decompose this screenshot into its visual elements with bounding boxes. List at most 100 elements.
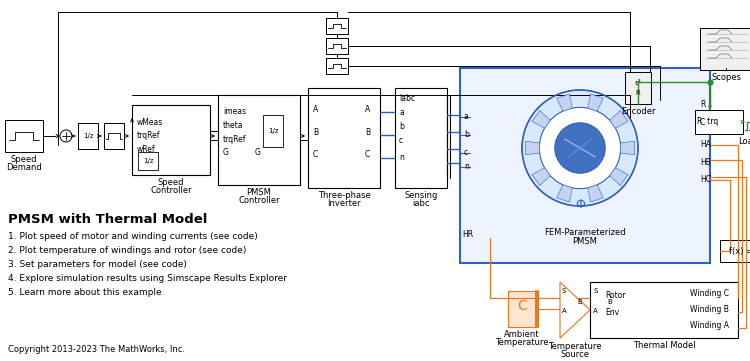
Text: trqRef: trqRef (137, 131, 160, 140)
Bar (218, 95, 300, 185)
Polygon shape (610, 168, 628, 186)
Bar (508, 291, 536, 327)
Bar (625, 72, 651, 104)
Text: Controller: Controller (238, 196, 280, 205)
Bar (308, 88, 380, 188)
Text: Φ: Φ (575, 199, 585, 212)
Bar (5, 120, 43, 152)
Text: B: B (577, 299, 582, 305)
Circle shape (539, 108, 620, 188)
Bar (460, 68, 710, 263)
Text: A: A (562, 308, 567, 314)
Text: Rotor: Rotor (605, 291, 625, 300)
Text: wRef: wRef (137, 145, 156, 154)
Text: B: B (365, 128, 370, 137)
Text: PMSM: PMSM (247, 188, 272, 197)
Text: Thermal Model: Thermal Model (633, 341, 695, 350)
Polygon shape (588, 185, 603, 202)
Text: 1/z: 1/z (82, 133, 93, 139)
Bar (132, 105, 210, 175)
Text: Controller: Controller (150, 186, 192, 195)
Text: 2. Plot temperature of windings and rotor (see code): 2. Plot temperature of windings and roto… (8, 246, 246, 255)
Text: Encoder: Encoder (621, 107, 656, 116)
Text: Temperature: Temperature (548, 342, 602, 351)
Text: 1/z: 1/z (268, 128, 278, 134)
Text: A: A (365, 105, 370, 114)
Text: R: R (700, 100, 705, 109)
Polygon shape (526, 141, 540, 155)
Text: theta: theta (223, 121, 244, 130)
Polygon shape (532, 168, 550, 186)
Text: iabc: iabc (399, 94, 415, 103)
Text: Sensing: Sensing (404, 191, 438, 200)
Text: HB: HB (700, 158, 711, 167)
Text: C: C (700, 118, 705, 127)
Text: wMeas: wMeas (137, 118, 164, 127)
Text: Copyright 2013-2023 The MathWorks, Inc.: Copyright 2013-2023 The MathWorks, Inc. (8, 345, 185, 354)
Text: Winding C: Winding C (690, 289, 729, 298)
Text: HC: HC (700, 175, 711, 184)
Text: A: A (593, 308, 598, 314)
Text: Load: Load (738, 137, 750, 146)
Text: Speed: Speed (158, 178, 184, 187)
Bar (326, 58, 348, 74)
Text: Demand: Demand (6, 163, 42, 172)
Bar (326, 38, 348, 54)
Text: G: G (255, 148, 261, 157)
Polygon shape (620, 141, 634, 155)
Text: a: a (464, 112, 469, 121)
Text: 1/z: 1/z (142, 158, 153, 164)
Text: Source: Source (560, 350, 590, 359)
Text: f(x) = 0: f(x) = 0 (729, 247, 750, 256)
Bar (700, 28, 750, 70)
Text: trqRef: trqRef (223, 135, 247, 144)
Text: S: S (562, 288, 566, 294)
Text: R: R (635, 90, 640, 96)
Text: Ambient: Ambient (504, 330, 540, 339)
Text: n: n (464, 162, 469, 171)
Text: R  trq: R trq (697, 117, 718, 126)
Polygon shape (588, 94, 603, 111)
Text: iabc: iabc (413, 199, 430, 208)
Text: imeas: imeas (223, 107, 246, 116)
Text: a: a (399, 108, 404, 117)
Bar (695, 110, 743, 134)
Circle shape (555, 123, 605, 173)
Text: Winding B: Winding B (690, 305, 729, 314)
Text: PMSM: PMSM (572, 237, 598, 246)
Text: Three-phase: Three-phase (318, 191, 370, 200)
Polygon shape (610, 110, 628, 128)
Text: C: C (365, 150, 370, 159)
Polygon shape (532, 110, 550, 128)
Text: C: C (518, 299, 526, 313)
Text: FEM-Parameterized: FEM-Parameterized (544, 228, 626, 237)
Text: HR: HR (462, 230, 473, 239)
Polygon shape (560, 282, 590, 338)
Text: n: n (399, 153, 404, 162)
Text: ε³: ε³ (634, 80, 641, 86)
Text: Speed: Speed (10, 155, 38, 164)
Text: 1. Plot speed of motor and winding currents (see code): 1. Plot speed of motor and winding curre… (8, 232, 258, 241)
Text: c: c (464, 148, 468, 157)
Text: 4. Explore simulation results using Simscape Results Explorer: 4. Explore simulation results using Sims… (8, 274, 287, 283)
Text: PMSM with Thermal Model: PMSM with Thermal Model (8, 213, 207, 226)
Bar (104, 123, 124, 149)
Text: G: G (223, 148, 229, 157)
Circle shape (522, 90, 638, 206)
Text: c: c (399, 136, 404, 145)
Text: 3. Set parameters for model (see code): 3. Set parameters for model (see code) (8, 260, 187, 269)
Text: C: C (313, 150, 318, 159)
Bar (720, 240, 750, 262)
Circle shape (60, 130, 72, 142)
Text: Temperature: Temperature (495, 338, 549, 347)
Text: A: A (313, 105, 318, 114)
Text: Winding A: Winding A (690, 321, 729, 330)
Bar (395, 88, 447, 188)
Polygon shape (556, 185, 572, 202)
Text: Inverter: Inverter (327, 199, 361, 208)
Text: Env: Env (605, 308, 619, 317)
Text: Scopes: Scopes (711, 73, 741, 82)
Bar (326, 18, 348, 34)
Text: b: b (464, 130, 469, 139)
Text: S: S (593, 288, 597, 294)
